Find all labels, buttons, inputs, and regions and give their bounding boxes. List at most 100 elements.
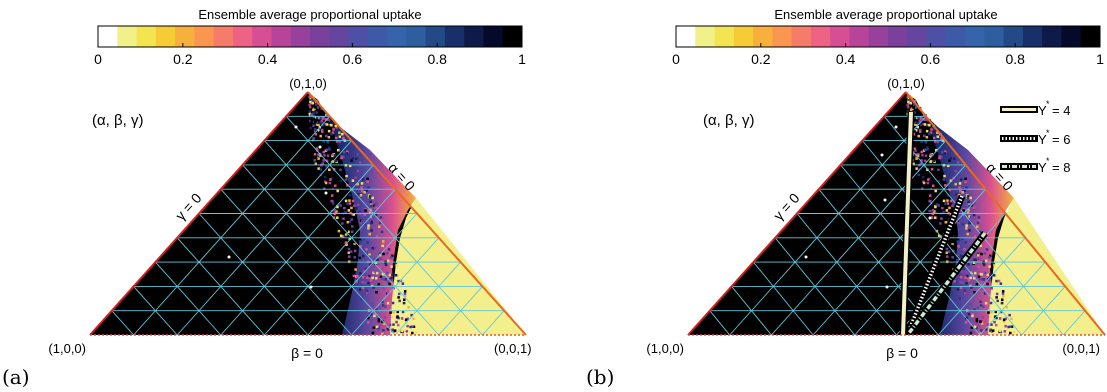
noise-cell xyxy=(371,215,375,219)
noise-cell xyxy=(961,222,965,226)
noise-cell xyxy=(991,329,995,332)
noise-cell xyxy=(411,331,414,335)
colorbar-ticks-a: 0 0.2 0.4 0.6 0.8 1 xyxy=(94,43,526,67)
noise-cell xyxy=(961,281,964,284)
noise-cell xyxy=(922,122,925,126)
noise-cell xyxy=(404,318,408,322)
noise-cell xyxy=(368,232,371,236)
noise-cell xyxy=(312,124,315,127)
noise-cell xyxy=(406,317,409,321)
noise-cell xyxy=(384,278,387,281)
coordinate-label-a: (α, β, γ) xyxy=(92,112,143,129)
noise-cell xyxy=(959,189,962,193)
noise-cell xyxy=(921,187,924,190)
legend-item-y6: Y * = 6 xyxy=(1000,128,1070,147)
noise-cell xyxy=(341,132,344,136)
colorbar-title-a: Ensemble average proportional uptake xyxy=(198,7,421,22)
noise-cell xyxy=(928,132,931,136)
noise-cell xyxy=(351,225,354,228)
noise-cell xyxy=(964,177,967,181)
noise-cell xyxy=(380,256,383,260)
noise-cell xyxy=(990,311,993,314)
noise-cell xyxy=(979,320,982,323)
noise-cell xyxy=(368,251,371,254)
noise-cell xyxy=(972,206,975,209)
noise-cell xyxy=(338,192,341,196)
noise-cell xyxy=(960,237,964,240)
noise-cell xyxy=(987,256,991,259)
noise-cell xyxy=(920,116,923,119)
noise-cell xyxy=(409,325,412,329)
noise-cell xyxy=(917,152,920,156)
noise-cell xyxy=(374,204,378,207)
noise-cell xyxy=(984,259,988,263)
colorbar-cell xyxy=(117,26,138,47)
noise-cell xyxy=(338,135,342,138)
legend-symbol-y: Y xyxy=(1038,132,1047,147)
noise-cell xyxy=(324,122,327,126)
noise-cell xyxy=(341,235,345,238)
noise-cell xyxy=(370,282,374,285)
noise-cell xyxy=(936,192,939,196)
colorbar-cell xyxy=(1042,26,1062,47)
noise-cell xyxy=(941,206,944,210)
noise-cell xyxy=(930,128,933,131)
noise-cell xyxy=(392,323,395,326)
noise-cell xyxy=(963,289,967,292)
noise-cell xyxy=(359,221,362,225)
colorbar-tick-label: 0.4 xyxy=(258,51,278,67)
marker xyxy=(885,285,889,289)
noise-cell xyxy=(310,120,313,123)
noise-cell xyxy=(371,284,374,288)
noise-cell xyxy=(941,193,944,197)
noise-cell xyxy=(375,290,378,294)
noise-cell xyxy=(310,116,313,120)
noise-cell xyxy=(975,282,979,286)
noise-cell xyxy=(337,211,341,215)
noise-cell xyxy=(929,131,933,134)
noise-cell xyxy=(373,246,377,250)
noise-cell xyxy=(931,126,934,130)
noise-cell xyxy=(379,324,382,327)
noise-cell xyxy=(920,159,923,162)
noise-cell xyxy=(909,101,912,105)
noise-cell xyxy=(951,244,954,248)
noise-cell xyxy=(308,109,312,113)
legend-symbol-star: * xyxy=(1046,128,1050,138)
noise-cell xyxy=(370,220,374,223)
noise-cell xyxy=(333,126,336,130)
noise-cell xyxy=(945,255,949,258)
noise-cell xyxy=(363,191,366,194)
noise-cell xyxy=(924,154,928,157)
noise-cell xyxy=(971,270,975,273)
noise-cell xyxy=(924,121,927,124)
noise-cell xyxy=(951,256,954,259)
noise-cell xyxy=(371,246,374,250)
noise-cell xyxy=(352,216,355,219)
noise-cell xyxy=(1009,331,1012,335)
colorbar-cell xyxy=(695,26,716,47)
grid-line xyxy=(307,213,418,336)
grid-line xyxy=(220,164,374,336)
noise-cell xyxy=(957,221,960,225)
grid-line xyxy=(155,261,222,336)
noise-cell xyxy=(989,273,992,277)
noise-cell xyxy=(361,286,365,290)
noise-cell xyxy=(365,289,369,292)
noise-cell xyxy=(326,141,330,144)
noise-cell xyxy=(959,178,963,181)
noise-cell xyxy=(937,204,940,207)
noise-cell xyxy=(914,129,918,132)
noise-cell xyxy=(928,123,931,127)
noise-cell xyxy=(975,319,979,323)
noise-cell xyxy=(931,211,935,214)
noise-cell xyxy=(1000,298,1004,301)
noise-cell xyxy=(323,154,326,157)
noise-cell xyxy=(333,153,337,157)
noise-cell xyxy=(925,146,929,149)
noise-cell xyxy=(932,184,935,187)
noise-cell xyxy=(981,316,985,319)
white-markers-a xyxy=(227,125,328,289)
noise-cell xyxy=(339,234,343,237)
noise-cell xyxy=(371,303,374,306)
